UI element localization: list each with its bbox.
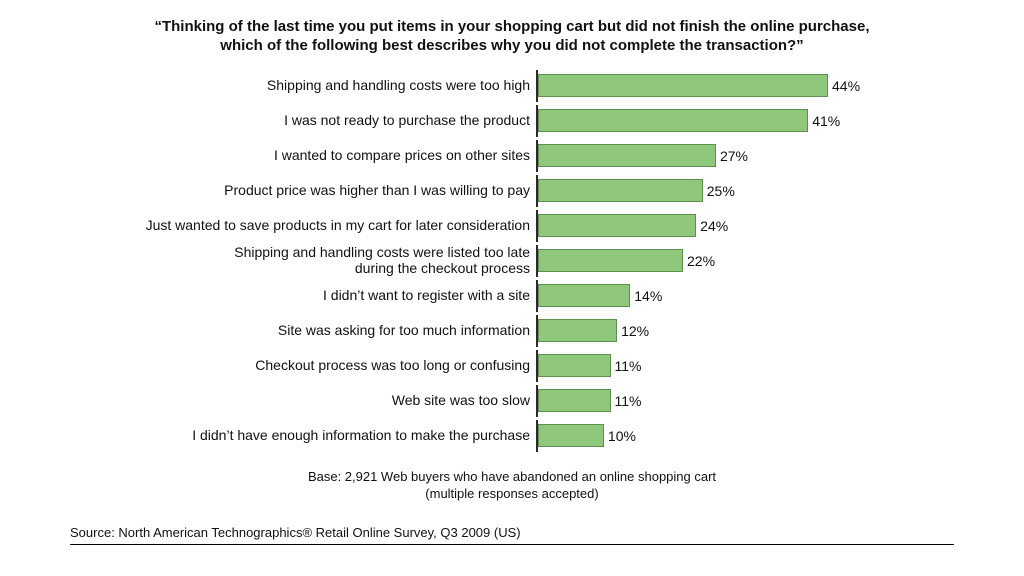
figure-container: “Thinking of the last time you put items… xyxy=(0,0,1024,576)
bar-row: Shipping and handling costs were listed … xyxy=(136,245,888,277)
bar-row: Web site was too slow 11% xyxy=(136,385,888,417)
bar-area: 12% xyxy=(538,319,888,342)
bar-label: I wanted to compare prices on other site… xyxy=(136,148,536,163)
bar xyxy=(538,249,683,272)
bar-value-label: 41% xyxy=(812,113,840,129)
bar-label: Checkout process was too long or confusi… xyxy=(136,358,536,373)
chart-title: “Thinking of the last time you put items… xyxy=(154,18,869,56)
base-note-line1: Base: 2,921 Web buyers who have abandone… xyxy=(70,468,954,486)
bar-row: I didn’t want to register with a site 14% xyxy=(136,280,888,312)
bar-value-label: 27% xyxy=(720,148,748,164)
bar xyxy=(538,424,604,447)
bar-row: Shipping and handling costs were too hig… xyxy=(136,70,888,102)
bar-area: 11% xyxy=(538,354,888,377)
bar xyxy=(538,284,630,307)
bar-value-label: 24% xyxy=(700,218,728,234)
bar xyxy=(538,319,617,342)
chart-title-line2: which of the following best describes wh… xyxy=(154,37,869,56)
source-rule xyxy=(70,544,954,545)
bar-value-label: 11% xyxy=(615,358,642,374)
bar-area: 14% xyxy=(538,284,888,307)
bar-row: I was not ready to purchase the product 4… xyxy=(136,105,888,137)
bar-area: 22% xyxy=(538,249,888,272)
bar-area: 25% xyxy=(538,179,888,202)
bar-value-label: 11% xyxy=(615,393,642,409)
bar-value-label: 10% xyxy=(608,428,636,444)
bar xyxy=(538,74,828,97)
bar-row: Just wanted to save products in my cart … xyxy=(136,210,888,242)
bar-label: Web site was too slow xyxy=(136,393,536,408)
bar xyxy=(538,179,703,202)
bar-area: 24% xyxy=(538,214,888,237)
base-note: Base: 2,921 Web buyers who have abandone… xyxy=(70,468,954,503)
bar-label: I didn’t have enough information to make… xyxy=(136,428,536,443)
bar-value-label: 12% xyxy=(621,323,649,339)
bar-chart: Shipping and handling costs were too hig… xyxy=(136,70,888,452)
bar-label: I didn’t want to register with a site xyxy=(136,288,536,303)
bar-row: I didn’t have enough information to make… xyxy=(136,420,888,452)
bar-value-label: 22% xyxy=(687,253,715,269)
bar-value-label: 25% xyxy=(707,183,735,199)
source-text: Source: North American Technographics® R… xyxy=(70,525,954,542)
bar-label: Product price was higher than I was will… xyxy=(136,183,536,198)
base-note-line2: (multiple responses accepted) xyxy=(70,485,954,503)
bar-label: Site was asking for too much information xyxy=(136,323,536,338)
bar-label: I was not ready to purchase the product xyxy=(136,113,536,128)
bar-label: Shipping and handling costs were listed … xyxy=(136,245,536,276)
bar xyxy=(538,144,716,167)
bar xyxy=(538,214,696,237)
bar-chart-rows: Shipping and handling costs were too hig… xyxy=(136,70,888,452)
bar-row: Site was asking for too much information… xyxy=(136,315,888,347)
bar-area: 44% xyxy=(538,74,888,97)
bar-label: Just wanted to save products in my cart … xyxy=(136,218,536,233)
bar-row: Product price was higher than I was will… xyxy=(136,175,888,207)
source-block: Source: North American Technographics® R… xyxy=(70,525,954,545)
bar-value-label: 14% xyxy=(634,288,662,304)
bar-row: I wanted to compare prices on other site… xyxy=(136,140,888,172)
chart-title-line1: “Thinking of the last time you put items… xyxy=(154,18,869,37)
bar-area: 10% xyxy=(538,424,888,447)
bar-value-label: 44% xyxy=(832,78,860,94)
bar-area: 11% xyxy=(538,389,888,412)
bar xyxy=(538,109,808,132)
bar-area: 41% xyxy=(538,109,888,132)
bar xyxy=(538,389,611,412)
bar xyxy=(538,354,611,377)
bar-label: Shipping and handling costs were too hig… xyxy=(136,78,536,93)
bar-area: 27% xyxy=(538,144,888,167)
bar-row: Checkout process was too long or confusi… xyxy=(136,350,888,382)
